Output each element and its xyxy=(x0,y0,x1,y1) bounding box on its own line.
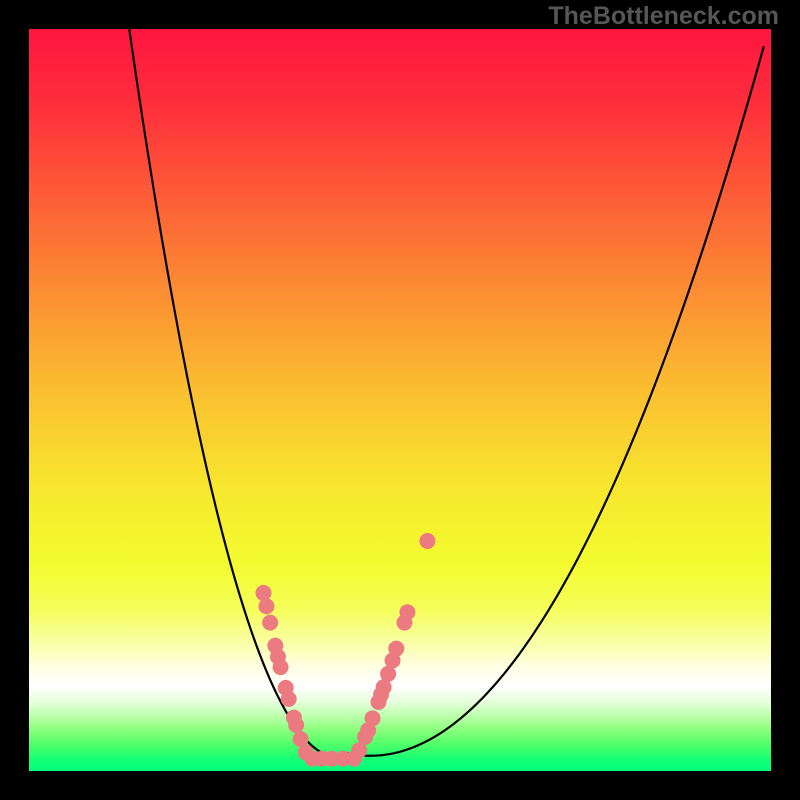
plot-area xyxy=(29,29,771,771)
watermark-text: TheBottleneck.com xyxy=(548,2,779,31)
data-marker xyxy=(255,585,271,601)
data-marker xyxy=(262,615,278,631)
data-marker xyxy=(399,604,415,620)
data-marker xyxy=(258,598,274,614)
data-marker xyxy=(273,659,289,675)
chart-svg xyxy=(29,29,771,771)
data-marker xyxy=(419,533,435,549)
data-marker xyxy=(288,717,304,733)
data-marker xyxy=(388,641,404,657)
data-marker xyxy=(365,710,381,726)
data-marker xyxy=(281,691,297,707)
